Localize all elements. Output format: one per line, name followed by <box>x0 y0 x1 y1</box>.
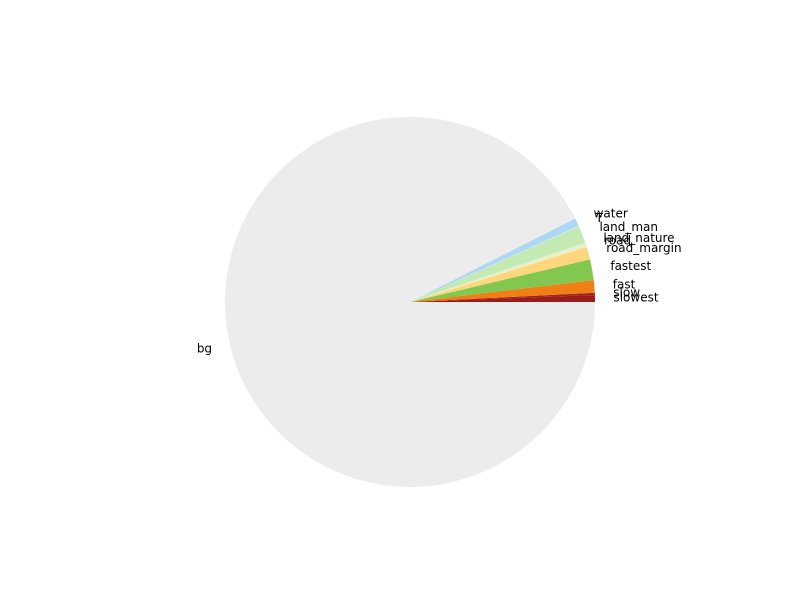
pie-slice-land-man <box>410 226 586 302</box>
pie-label-land-man: land_man <box>599 220 658 234</box>
pie-label-water: water <box>594 207 628 221</box>
pie-slices <box>225 117 595 488</box>
pie-slice-slow <box>410 292 595 302</box>
pie-label-fastest: fastest <box>610 259 651 273</box>
pie-label-bg: bg <box>197 342 212 356</box>
pie-label-road: road <box>604 233 631 247</box>
pie-label-slow: slow <box>613 286 640 300</box>
pie-label-land-nature: land_nature <box>603 231 674 245</box>
pie-slice-fastest <box>410 259 594 302</box>
pie-label-slowest: slowest <box>613 291 658 305</box>
pie-label-road-margin: road_margin <box>606 241 681 255</box>
pie-slice-t <box>410 225 579 302</box>
pie-slice-water <box>410 218 579 302</box>
pie-slice-slowest <box>410 295 595 302</box>
pie-slice-road-margin <box>410 247 591 302</box>
pie-slice-bg <box>225 117 595 488</box>
pie-label-fast: fast <box>613 277 636 291</box>
pie-slice-fast <box>410 279 595 302</box>
pie-label-t: T <box>595 211 604 225</box>
pie-slice-land-nature <box>410 242 587 302</box>
pie-slice-road <box>410 245 587 302</box>
